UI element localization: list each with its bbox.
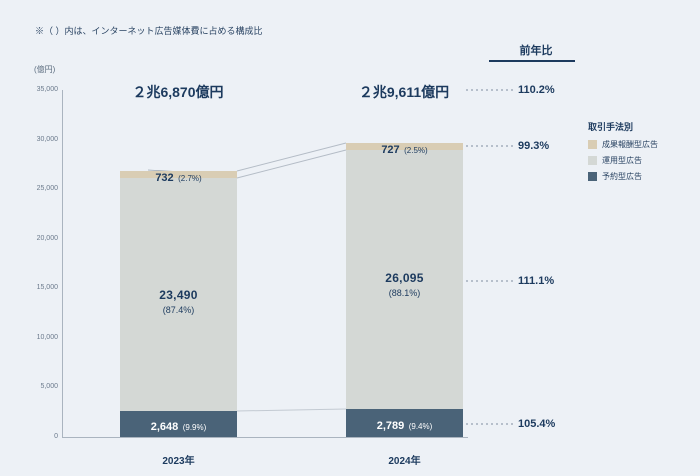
yoy-total-pct: 110.2% <box>518 84 555 96</box>
value-2023-reserved: 2,648 <box>150 421 179 433</box>
yoy-header-underline <box>489 60 575 62</box>
segment-2023-reserved <box>120 411 237 437</box>
value-2024-programmatic: 26,095 <box>385 271 424 285</box>
y-tick-5000: 5,000 <box>40 383 58 390</box>
legend-item-performance: 成果報酬型広告 <box>588 139 688 150</box>
y-tick-35000: 35,000 <box>36 86 58 93</box>
label-2023-performance: 732 (2.7%) <box>120 168 237 186</box>
footnote: ※（ ）内は、インターネット広告媒体費に占める構成比 <box>35 26 263 36</box>
pct-2023-programmatic: (87.4%) <box>162 305 195 315</box>
value-2024-reserved: 2,789 <box>376 420 405 432</box>
y-tick-30000: 30,000 <box>36 136 58 143</box>
label-2024-reserved: 2,789 (9.4%) <box>346 416 463 434</box>
legend-label-programmatic: 運用型広告 <box>602 156 642 165</box>
label-2023-programmatic: 23,490 (87.4%) <box>120 288 237 318</box>
y-tick-15000: 15,000 <box>36 284 58 291</box>
x-axis-line <box>62 437 468 438</box>
total-2023: ２兆6,870億円 <box>132 84 224 100</box>
y-axis-unit: (億円) <box>34 65 56 74</box>
yoy-performance-pct: 99.3% <box>518 140 550 152</box>
legend-item-programmatic: 運用型広告 <box>588 155 688 166</box>
segment-2024-performance <box>346 143 463 150</box>
legend-item-reserved: 予約型広告 <box>588 171 688 182</box>
x-label-2023: 2023年 <box>162 456 195 467</box>
legend-title: 取引手法別 <box>588 122 634 132</box>
segment-2024-reserved <box>346 409 463 437</box>
legend-swatch-performance-icon <box>588 140 597 149</box>
pct-2023-performance: (2.7%) <box>178 174 202 183</box>
segment-2024-programmatic <box>346 150 463 409</box>
y-tick-25000: 25,000 <box>36 185 58 192</box>
legend-label-performance: 成果報酬型広告 <box>602 140 658 149</box>
legend: 取引手法別 成果報酬型広告 運用型広告 予約型広告 <box>588 120 688 187</box>
label-2024-programmatic: 26,095 (88.1%) <box>346 271 463 301</box>
y-tick-0: 0 <box>54 433 58 440</box>
total-2024: ２兆9,611億円 <box>358 84 450 100</box>
yoy-header: 前年比 <box>519 45 553 57</box>
pct-2023-reserved: (9.9%) <box>182 423 207 432</box>
value-2024-performance: 727 <box>381 144 400 156</box>
legend-label-reserved: 予約型広告 <box>602 172 642 181</box>
y-tick-10000: 10,000 <box>36 334 58 341</box>
y-tick-20000: 20,000 <box>36 235 58 242</box>
segment-2023-programmatic <box>120 178 237 411</box>
yoy-reserved-pct: 105.4% <box>518 418 556 430</box>
value-2023-performance: 732 <box>155 172 174 184</box>
yoy-programmatic-pct: 111.1% <box>518 275 555 287</box>
label-2023-reserved: 2,648 (9.9%) <box>120 417 237 435</box>
legend-swatch-reserved-icon <box>588 172 597 181</box>
pct-2024-programmatic: (88.1%) <box>388 288 421 298</box>
legend-swatch-programmatic-icon <box>588 156 597 165</box>
segment-2023-performance <box>120 171 237 178</box>
pct-2024-reserved: (9.4%) <box>408 422 433 431</box>
pct-2024-performance: (2.5%) <box>404 146 428 155</box>
value-2023-programmatic: 23,490 <box>159 288 198 302</box>
label-2024-performance: 727 (2.5%) <box>346 140 463 158</box>
y-axis-line <box>62 90 63 437</box>
x-label-2024: 2024年 <box>388 456 421 467</box>
